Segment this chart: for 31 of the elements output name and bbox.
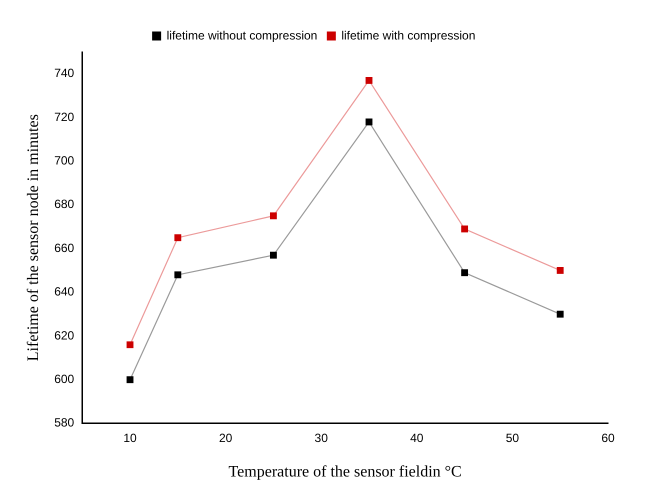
point — [126, 341, 134, 348]
y-tick-label: 660 — [54, 240, 75, 255]
point — [126, 376, 134, 384]
x-tick-label: 50 — [506, 430, 520, 445]
point — [461, 269, 468, 276]
y-tick-label: 640 — [54, 284, 75, 299]
y-tick-label: 620 — [54, 328, 75, 342]
x-tick-label: 30 — [314, 430, 328, 445]
y-tick-label: 700 — [54, 154, 75, 168]
y-tick-label: 680 — [54, 197, 75, 212]
point — [270, 212, 277, 220]
x-tick-label: 20 — [218, 430, 233, 445]
legend-label: lifetime without compression — [166, 28, 318, 42]
x-tick-label: 40 — [410, 430, 424, 445]
point — [270, 252, 277, 259]
point — [366, 76, 372, 84]
y-axis-title: Lifetime of the sensor node in minutes — [24, 114, 42, 362]
y-tick-label: 600 — [54, 372, 75, 386]
point — [174, 271, 182, 278]
y-tick-label: 720 — [54, 110, 75, 124]
legend-label: lifetime with compression — [341, 28, 476, 42]
point — [366, 118, 372, 126]
x-tick-label: 60 — [601, 430, 615, 445]
point — [174, 234, 182, 242]
y-tick-label: 580 — [54, 416, 75, 430]
point — [461, 226, 468, 232]
point — [556, 310, 564, 318]
point — [556, 267, 564, 274]
y-tick-label: 740 — [54, 66, 75, 80]
x-tick-label: 10 — [123, 430, 138, 445]
x-axis-title: Temperature of the sensor fieldin °C — [228, 464, 462, 481]
